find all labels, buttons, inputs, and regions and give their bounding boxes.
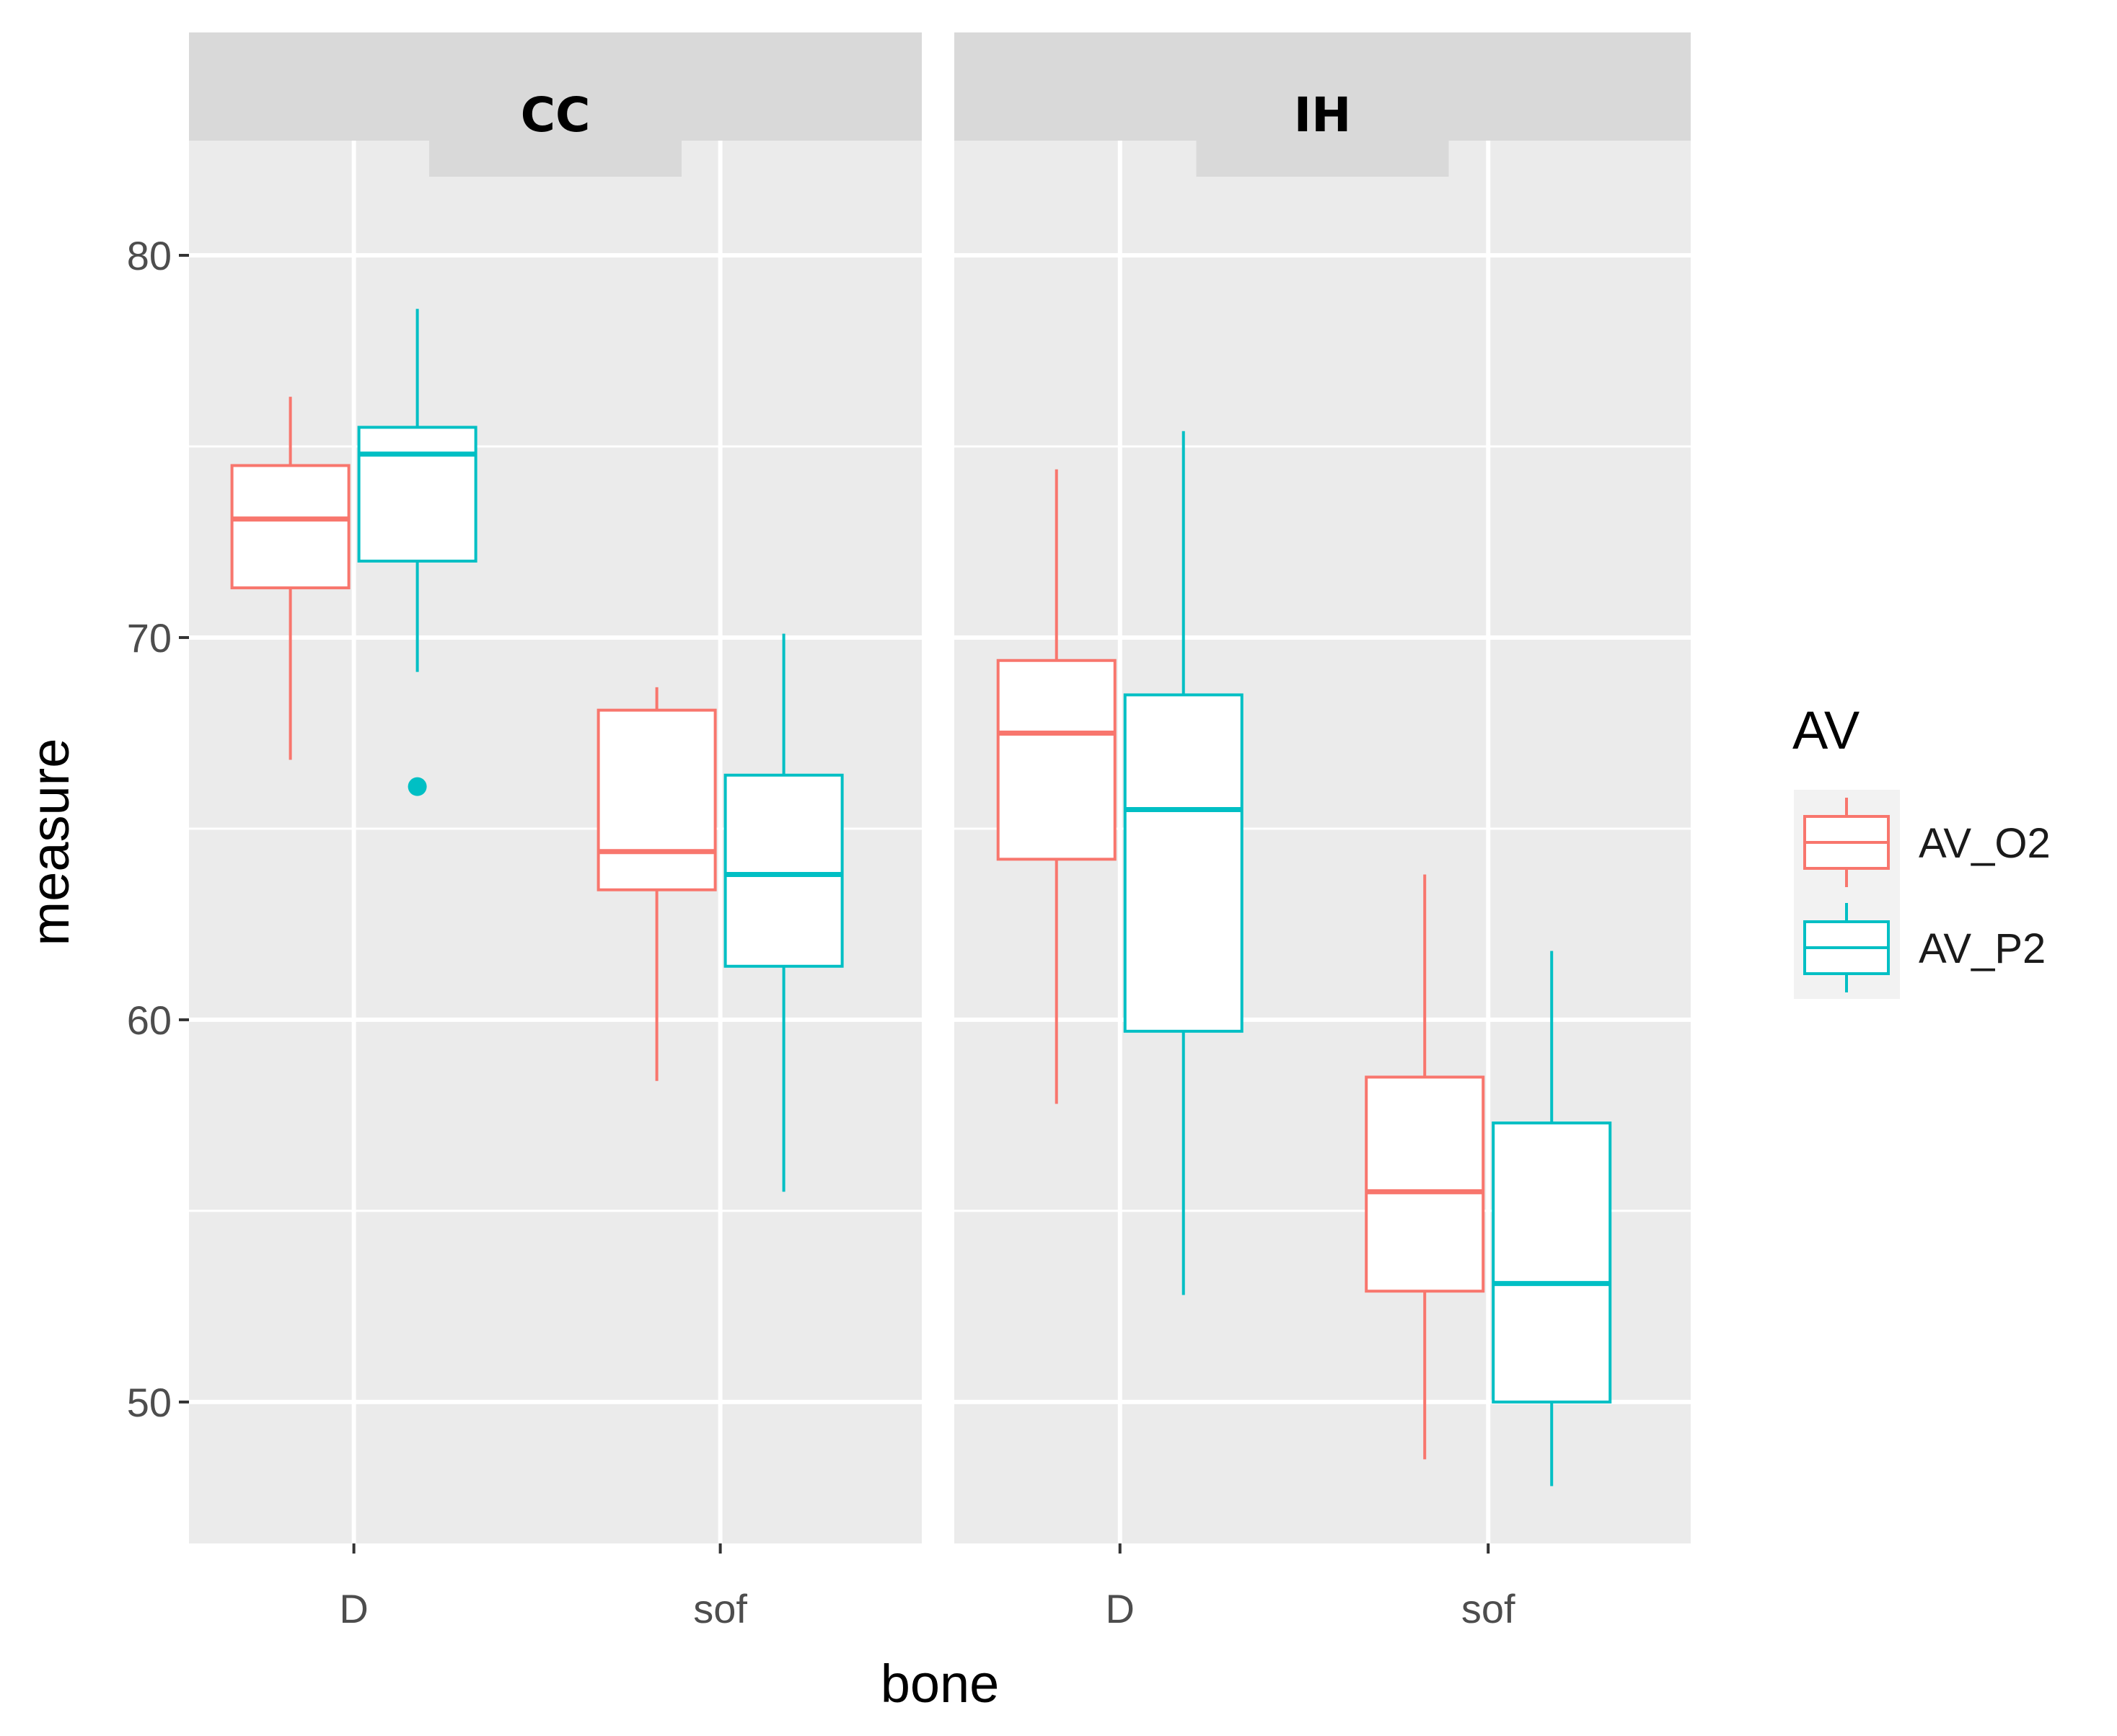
box-iqr <box>1492 1122 1612 1404</box>
box-iqr <box>230 464 351 590</box>
box-iqr <box>1123 693 1244 1033</box>
legend-entry-av_p2: AV_P2 <box>1803 903 2046 992</box>
y-tick-label: 80 <box>127 233 172 278</box>
y-tick-label: 70 <box>127 615 172 661</box>
legend-entry-av_o2: AV_O2 <box>1803 798 2051 887</box>
legend: AV AV_O2 AV_P2 <box>1792 700 2051 999</box>
y-tick-label: 50 <box>127 1380 172 1425</box>
x-tick-label: sof <box>1461 1586 1515 1631</box>
box-marks <box>230 309 1612 1486</box>
strip-label-tab <box>429 133 682 177</box>
facet-strip-ih: IH <box>954 32 1691 177</box>
legend-title: AV <box>1792 700 1860 760</box>
box-iqr <box>357 426 477 563</box>
legend-label: AV_O2 <box>1919 820 2051 867</box>
box-av_o2-ih-D <box>996 469 1117 1104</box>
y-axis-title: measure <box>20 739 80 946</box>
x-tick-label: D <box>339 1586 368 1631</box>
x-tick-label: D <box>1105 1586 1134 1631</box>
box-iqr <box>723 773 844 968</box>
strip-label-tab <box>1196 133 1449 177</box>
box-av_o2-cc-D <box>230 397 351 760</box>
facet-strip-cc: CC <box>189 32 922 177</box>
box-iqr <box>996 658 1117 861</box>
box-av_p2-ih-sof <box>1492 951 1612 1486</box>
box-av_o2-ih-sof <box>1365 874 1485 1460</box>
box-av_o2-cc-sof <box>597 687 717 1081</box>
y-tick-label: 60 <box>127 997 172 1043</box>
strip-label: IH <box>1294 87 1352 143</box>
x-axis-title: bone <box>881 1654 1000 1714</box>
strip-label: CC <box>521 87 591 143</box>
strip-background <box>189 32 922 141</box>
x-tick-label: sof <box>693 1586 747 1631</box>
box-av_p2-cc-D <box>357 309 477 796</box>
outlier-point <box>408 777 427 796</box>
legend-label: AV_P2 <box>1919 925 2046 972</box>
strip-background <box>954 32 1691 141</box>
box-iqr <box>597 708 717 891</box>
box-av_p2-ih-D <box>1123 431 1244 1295</box>
box-iqr <box>1365 1075 1485 1293</box>
box-av_p2-cc-sof <box>723 633 844 1192</box>
